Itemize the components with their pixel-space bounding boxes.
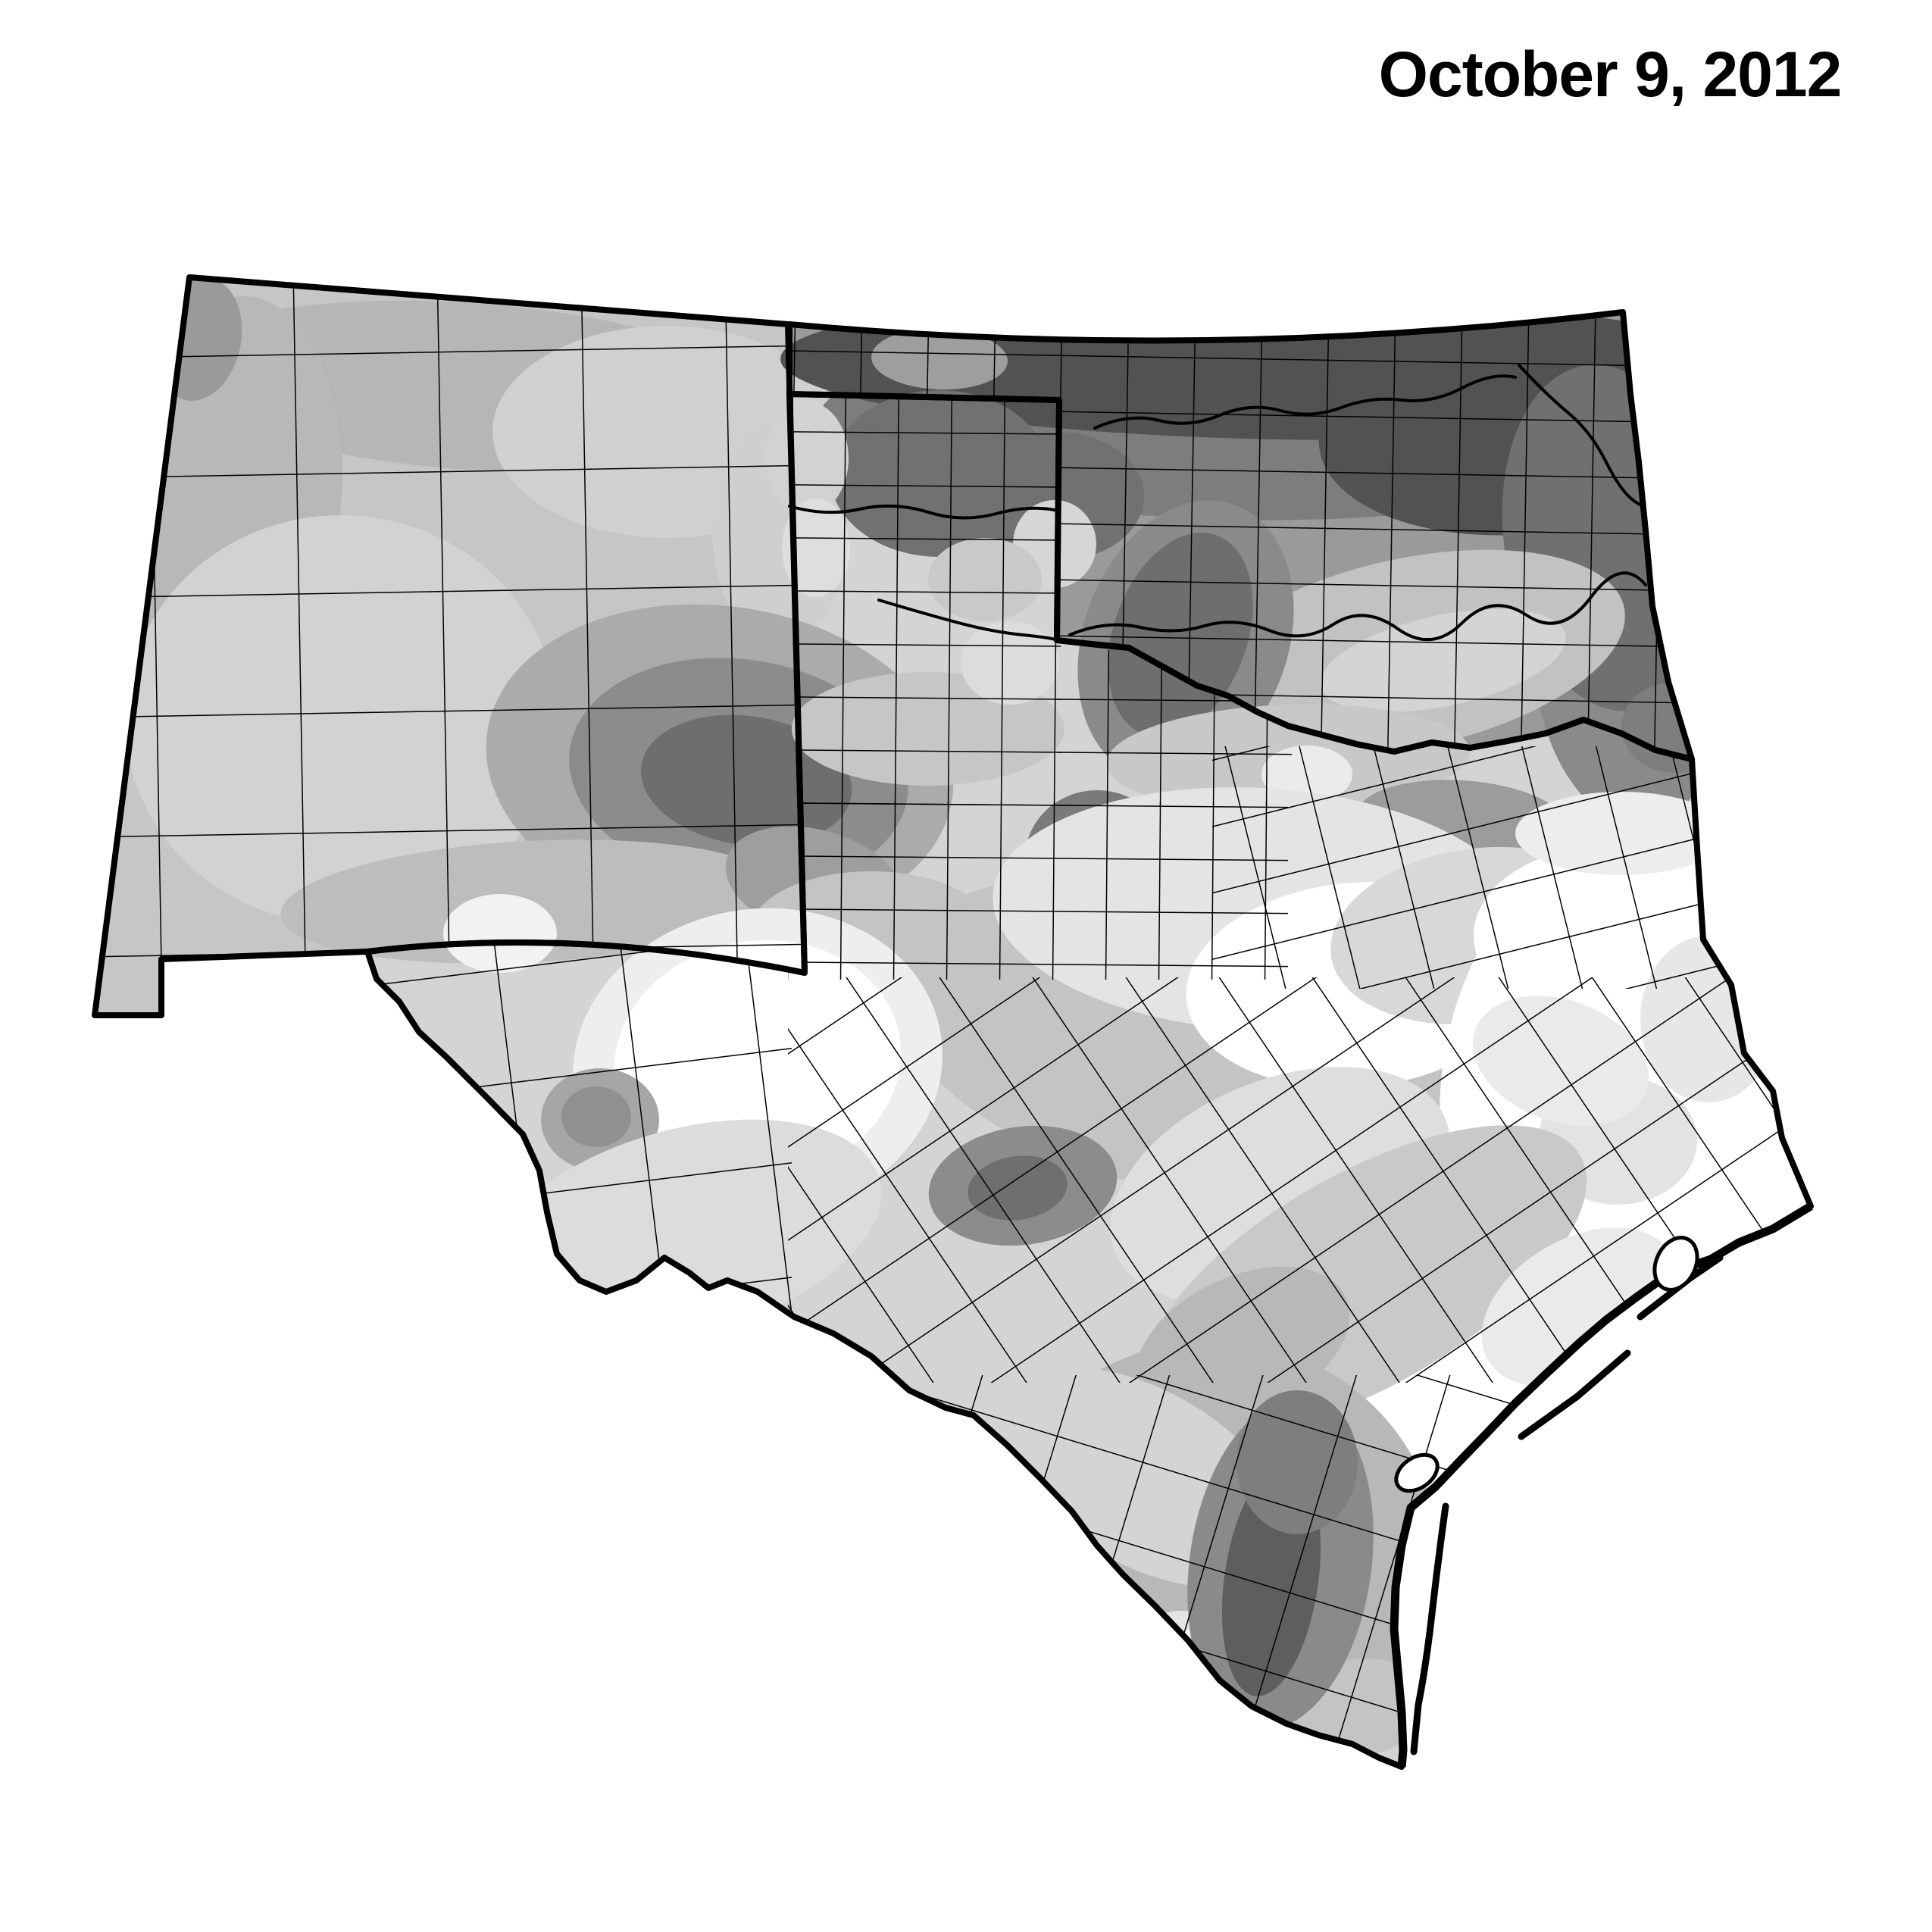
county-grid-tx-transpecos (367, 943, 792, 1383)
galveston-bay (1652, 1236, 1699, 1292)
padre-island (1410, 1502, 1449, 1755)
county-grid-tx-panhandle (788, 394, 1061, 805)
matagorda-island (1518, 1349, 1631, 1440)
rivers-layer (788, 364, 1685, 642)
county-grid-tx-central (788, 977, 1811, 1383)
cimarron-river (1093, 374, 1517, 430)
corpus-christi-bay (1394, 1452, 1440, 1493)
canadian-river-tx (788, 504, 1059, 520)
county-grid-newmexico (95, 277, 805, 1015)
canadian-river-ok (1068, 571, 1647, 642)
county-grid-layer (95, 277, 1811, 1767)
map-date-title: October 9, 2012 (1378, 39, 1843, 110)
county-grid-tx-southplains (788, 802, 1288, 980)
county-grid-tx-south (905, 1375, 1811, 1767)
county-grid-tx-northeast (1212, 746, 1811, 989)
red-river-headwater (877, 599, 1058, 642)
coastal-bays-layer (1394, 1236, 1699, 1493)
